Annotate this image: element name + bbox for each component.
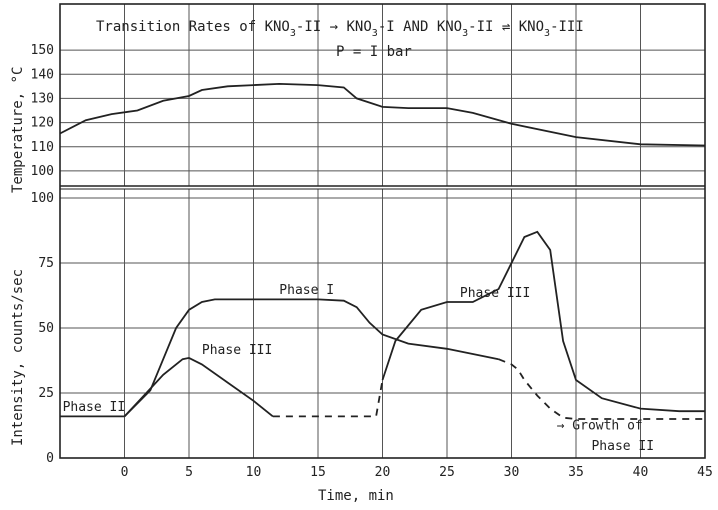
temperature-tick-label: 140 [31,67,54,82]
phase-iii-curve-rise [381,230,705,413]
curve-annotations: Phase II Phase I Phase III Phase III → Growt… [63,283,655,454]
time-tick-label: 30 [504,465,520,480]
intensity-tick-label: 0 [46,451,54,466]
temperature-tick-labels: 100 110 120 130 140 150 [31,43,54,179]
curve-annotation: Phase III [202,343,272,358]
time-tick-label: 15 [310,465,326,480]
intensity-axis-label: Intensity, counts/sec [10,269,26,446]
chart-subtitle: P = I bar [336,44,412,60]
temperature-grid [60,4,705,186]
time-tick-label: 40 [633,465,649,480]
temperature-tick-label: 150 [31,43,54,58]
temperature-tick-label: 130 [31,91,54,106]
temperature-curve [59,82,706,147]
time-tick-label: 5 [185,465,193,480]
temperature-tick-label: 120 [31,116,54,131]
time-tick-labels: 0 5 10 15 20 25 30 35 40 45 [121,465,713,480]
phase-iii-curve [123,356,274,418]
plot-frame [59,3,706,459]
curve-annotation: Phase I [279,283,334,298]
temperature-tick-label: 110 [31,140,54,155]
intensity-tick-label: 25 [38,386,54,401]
intensity-tick-labels: 0 25 50 75 100 [31,191,54,466]
temperature-axis-label: Temperature, °C [10,67,26,193]
intensity-series [60,230,705,420]
phase-i-curve [123,298,499,418]
time-tick-label: 0 [121,465,129,480]
intensity-tick-label: 100 [31,191,54,206]
time-tick-label: 35 [568,465,584,480]
intensity-grid [60,189,705,458]
time-tick-label: 20 [375,465,391,480]
intensity-tick-label: 50 [38,321,54,336]
curve-annotation: Phase II [591,439,654,454]
time-axis-label: Time, min [318,488,394,504]
curve-annotation: → Growth of [557,418,643,433]
time-tick-label: 45 [697,465,713,480]
intensity-tick-label: 75 [38,256,54,271]
temperature-tick-label: 100 [31,164,54,179]
curve-annotation: Phase II [63,400,126,415]
chart-title: Transition Rates of KNO3-II → KNO3-I AND… [96,19,584,39]
temperature-series [59,82,706,147]
phase-iii-curve-dashed [272,379,384,418]
time-tick-label: 25 [439,465,455,480]
time-tick-label: 10 [246,465,262,480]
curve-annotation: Phase III [460,286,530,301]
phase-i-curve-dashed [498,358,705,420]
